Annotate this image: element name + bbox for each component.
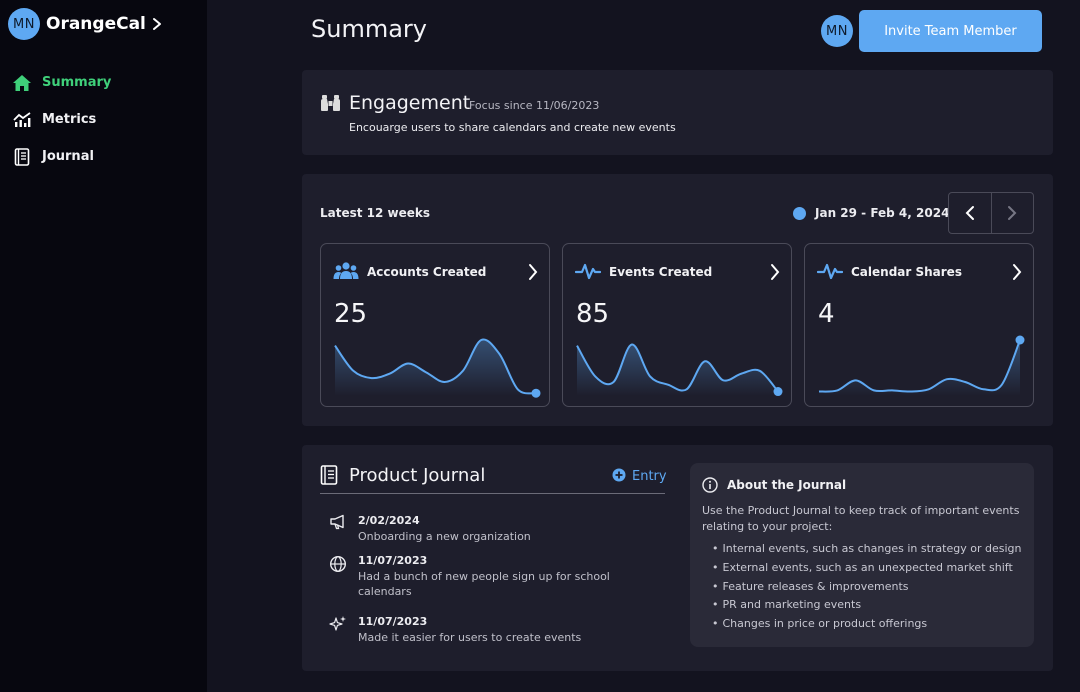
sparkline-area bbox=[335, 339, 536, 396]
add-entry-label: Entry bbox=[632, 469, 667, 484]
metric-card-events-created[interactable]: Events Created 85 bbox=[562, 243, 792, 407]
list-item: External events, such as an unexpected m… bbox=[712, 559, 1021, 578]
engagement-title: Engagement bbox=[349, 92, 471, 114]
brand-name: OrangeCal bbox=[46, 14, 146, 34]
chevron-right-icon bbox=[769, 263, 781, 285]
page-title: Summary bbox=[311, 15, 427, 43]
globe-icon bbox=[329, 554, 347, 576]
sidebar-item-label: Journal bbox=[42, 149, 94, 164]
sparkline-line bbox=[576, 343, 779, 393]
invite-team-member-button[interactable]: Invite Team Member bbox=[859, 10, 1042, 52]
about-bullet-list: Internal events, such as changes in stra… bbox=[712, 540, 1022, 634]
list-item: PR and marketing events bbox=[712, 596, 1021, 615]
previous-week-button[interactable] bbox=[949, 193, 991, 233]
focus-since-label: Focus since 11/06/2023 bbox=[469, 99, 600, 112]
weeks-heading: Latest 12 weeks bbox=[320, 206, 431, 220]
about-title: About the Journal bbox=[727, 478, 847, 492]
metric-value: 25 bbox=[334, 299, 368, 329]
week-pager bbox=[948, 192, 1034, 234]
entry-date: 2/02/2024 bbox=[358, 514, 420, 527]
chevron-right-icon bbox=[152, 17, 162, 31]
divider bbox=[320, 493, 665, 494]
entry-text: Onboarding a new organization bbox=[358, 530, 531, 543]
metric-name: Events Created bbox=[609, 265, 713, 279]
sparkline-endpoint bbox=[531, 388, 541, 398]
workspace-switcher[interactable]: MN OrangeCal bbox=[8, 8, 162, 40]
users-icon bbox=[333, 261, 359, 285]
entry-text: Had a bunch of new people sign up for sc… bbox=[358, 570, 610, 598]
chevron-right-icon bbox=[1008, 206, 1017, 220]
pulse-icon bbox=[574, 261, 602, 285]
entry-date: 11/07/2023 bbox=[358, 615, 428, 628]
weekly-metrics-card: Latest 12 weeks Jan 29 - Feb 4, 2024 Acc… bbox=[302, 174, 1053, 426]
sidebar-nav: Summary Metrics Journal bbox=[12, 64, 111, 175]
add-entry-button[interactable]: Entry bbox=[612, 467, 667, 486]
metric-card-accounts-created[interactable]: Accounts Created 25 bbox=[320, 243, 550, 407]
chevron-right-icon bbox=[527, 263, 539, 285]
entry-text: Made it easier for users to create event… bbox=[358, 631, 582, 644]
sidebar-item-journal[interactable]: Journal bbox=[12, 138, 111, 175]
list-item: Feature releases & improvements bbox=[712, 578, 1021, 597]
journal-title: Product Journal bbox=[349, 465, 486, 486]
sidebar-item-summary[interactable]: Summary bbox=[12, 64, 111, 101]
sparkline-endpoint bbox=[773, 387, 783, 397]
sparkline-chart bbox=[334, 338, 541, 398]
metric-card-calendar-shares[interactable]: Calendar Shares 4 bbox=[804, 243, 1034, 407]
range-dot bbox=[793, 207, 806, 220]
sparkles-icon bbox=[329, 615, 347, 637]
sidebar-item-label: Metrics bbox=[42, 112, 97, 127]
next-week-button[interactable] bbox=[990, 193, 1033, 233]
avatar: MN bbox=[8, 8, 40, 40]
metric-name: Calendar Shares bbox=[851, 265, 962, 279]
avatar[interactable]: MN bbox=[821, 15, 853, 47]
sparkline-line bbox=[818, 339, 1021, 393]
sidebar: MN OrangeCal Summary Metrics Journal bbox=[0, 0, 207, 692]
metric-name: Accounts Created bbox=[367, 265, 487, 279]
sidebar-item-metrics[interactable]: Metrics bbox=[12, 101, 111, 138]
engagement-description: Encouarge users to share calendars and c… bbox=[349, 121, 676, 134]
list-item: Internal events, such as changes in stra… bbox=[712, 540, 1022, 559]
chevron-left-icon bbox=[965, 206, 974, 220]
about-journal-panel: About the Journal Use the Product Journa… bbox=[690, 463, 1034, 647]
sparkline-chart bbox=[576, 343, 783, 397]
megaphone-icon bbox=[329, 514, 349, 534]
pulse-icon bbox=[816, 261, 844, 285]
sidebar-item-label: Summary bbox=[42, 75, 112, 90]
home-icon bbox=[12, 73, 32, 93]
date-range: Jan 29 - Feb 4, 2024 bbox=[815, 206, 950, 220]
metric-value: 85 bbox=[576, 299, 610, 329]
metric-value: 4 bbox=[818, 299, 835, 329]
engagement-card: Engagement Focus since 11/06/2023 Encoua… bbox=[302, 70, 1053, 155]
product-journal-card: Product Journal Entry 2/02/2024 Onboardi… bbox=[302, 445, 1053, 671]
info-icon bbox=[702, 477, 718, 497]
sparkline-area bbox=[819, 340, 1020, 396]
sparkline-endpoint bbox=[1015, 335, 1025, 345]
list-item: Changes in price or product offerings bbox=[712, 615, 1021, 634]
journal-icon bbox=[12, 147, 32, 167]
chevron-right-icon bbox=[1011, 263, 1023, 285]
sparkline-chart bbox=[818, 335, 1025, 396]
entry-date: 11/07/2023 bbox=[358, 554, 428, 567]
plus-circle-icon bbox=[612, 467, 626, 486]
binoculars-icon bbox=[320, 94, 341, 116]
chart-icon bbox=[12, 110, 32, 130]
sparkline-area bbox=[577, 344, 778, 396]
sparkline-line bbox=[334, 338, 537, 395]
journal-icon bbox=[320, 465, 338, 489]
about-description: Use the Product Journal to keep track of… bbox=[702, 504, 1020, 533]
